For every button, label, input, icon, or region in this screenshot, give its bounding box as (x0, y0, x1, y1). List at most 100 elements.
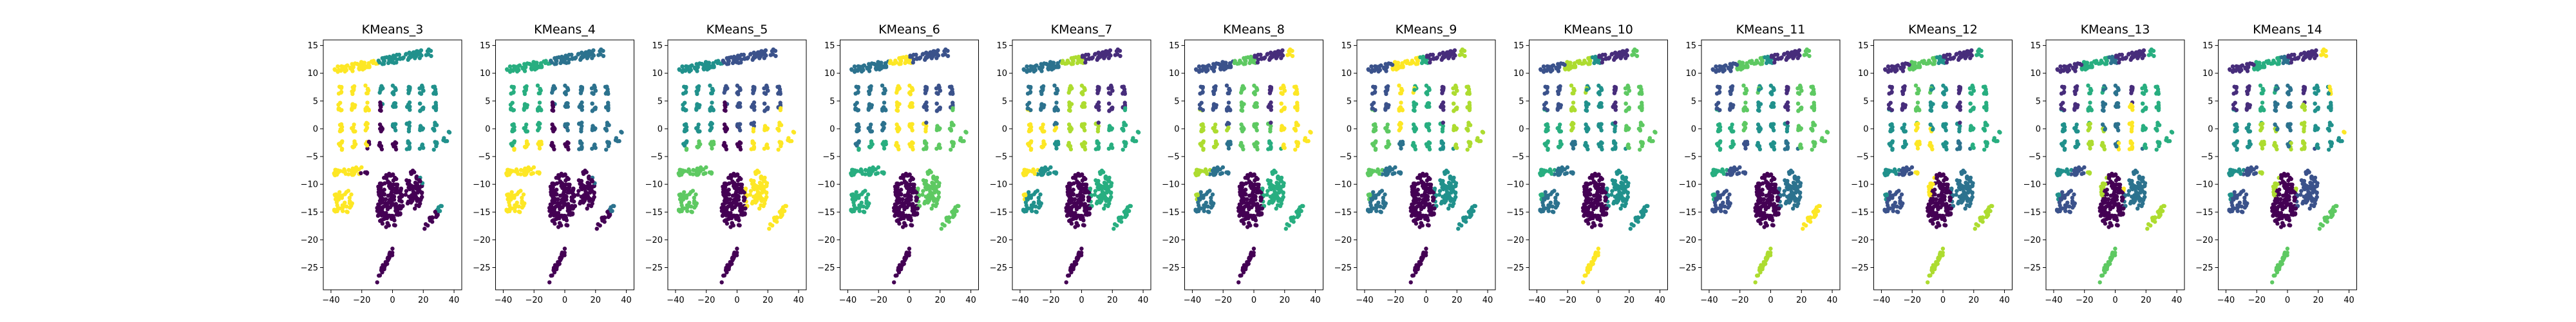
scatter-point (1245, 173, 1250, 178)
scatter-point (876, 165, 881, 169)
scatter-point (687, 192, 692, 196)
scatter-point (861, 68, 866, 73)
scatter-point (350, 102, 355, 106)
y-tick-label: −25 (1162, 263, 1179, 273)
scatter-point (536, 142, 540, 146)
scatter-point (1071, 192, 1075, 196)
scatter-point (895, 108, 900, 113)
scatter-point (724, 222, 730, 226)
scatter-point (786, 136, 791, 140)
scatter-point (511, 140, 515, 146)
scatter-point (1032, 192, 1036, 196)
scatter-point (696, 62, 701, 67)
scatter-point (1385, 144, 1390, 149)
scatter-point (1211, 91, 1217, 97)
scatter-point (721, 187, 726, 192)
scatter-point (1200, 108, 1206, 113)
scatter-point (1122, 100, 1127, 105)
scatter-point (415, 184, 420, 188)
scatter-point (762, 56, 767, 61)
y-tick-label: 5 (485, 97, 490, 106)
scatter-point (1244, 59, 1248, 63)
scatter-point (1275, 203, 1280, 207)
scatter-point (1079, 60, 1084, 64)
scatter-point (776, 91, 781, 96)
scatter-point (1081, 92, 1085, 97)
scatter-point (1242, 182, 1246, 187)
y-tick-label: −20 (990, 236, 1007, 245)
scatter-point (724, 127, 729, 132)
scatter-point (1412, 88, 1417, 92)
scatter-point (852, 64, 857, 69)
scatter-point (892, 280, 896, 285)
scatter-point (1034, 63, 1039, 68)
scatter-point (1087, 57, 1092, 61)
scatter-point (605, 141, 611, 146)
scatter-point (350, 91, 355, 97)
scatter-point (552, 210, 556, 214)
scatter-point (1371, 122, 1376, 128)
scatter-point (1121, 91, 1125, 96)
scatter-point (1074, 221, 1079, 225)
scatter-point (764, 143, 769, 148)
scatter-point (910, 104, 915, 109)
scatter-point (923, 127, 928, 131)
scatter-point (694, 192, 698, 197)
scatter-point (949, 120, 954, 125)
scatter-point (874, 67, 878, 71)
scatter-point (1075, 61, 1080, 66)
scatter-point (578, 57, 583, 62)
scatter-point (515, 169, 520, 174)
scatter-point (868, 62, 873, 67)
scatter-point (379, 268, 384, 272)
scatter-point (1227, 88, 1232, 93)
scatter-point (576, 193, 580, 197)
scatter-point (1115, 223, 1119, 228)
scatter-point (692, 195, 697, 200)
scatter-point (1066, 187, 1070, 192)
scatter-point (773, 53, 778, 59)
scatter-point (598, 49, 602, 53)
scatter-point (1440, 127, 1445, 131)
scatter-point (564, 144, 569, 149)
scatter-point (857, 66, 862, 71)
scatter-point (565, 87, 570, 91)
scatter-point (749, 147, 754, 151)
x-tick-label: −40 (1011, 296, 1028, 305)
scatter-point (951, 108, 955, 113)
scatter-point (1220, 165, 1226, 169)
scatter-point (377, 143, 382, 147)
scatter-point (418, 52, 423, 57)
scatter-point (1259, 57, 1264, 61)
scatter-point (590, 101, 594, 106)
scatter-point (869, 122, 873, 127)
scatter-point (895, 88, 900, 92)
scatter-point (404, 178, 409, 183)
scatter-point (365, 100, 370, 105)
scatter-point (510, 122, 515, 128)
scatter-point (893, 213, 897, 218)
scatter-point (1108, 126, 1113, 130)
scatter-point (1096, 120, 1101, 125)
scatter-point (568, 189, 573, 193)
scatter-point (1465, 91, 1470, 96)
y-tick-label: 0 (485, 124, 490, 134)
scatter-point (363, 107, 368, 111)
scatter-point (867, 102, 872, 106)
scatter-point (344, 68, 349, 73)
scatter-point (1437, 52, 1442, 56)
scatter-point (1296, 214, 1301, 218)
scatter-point (505, 67, 509, 71)
scatter-point (431, 91, 436, 96)
scatter-point (897, 222, 902, 226)
scatter-point (1082, 223, 1086, 228)
scatter-point (1122, 209, 1127, 214)
scatter-point (697, 139, 701, 144)
scatter-point (1279, 101, 1283, 106)
scatter-point (763, 91, 768, 96)
scatter-point (685, 209, 690, 213)
scatter-point (522, 106, 526, 111)
scatter-point (447, 130, 452, 135)
scatter-point (1245, 225, 1250, 229)
scatter-point (404, 104, 410, 109)
